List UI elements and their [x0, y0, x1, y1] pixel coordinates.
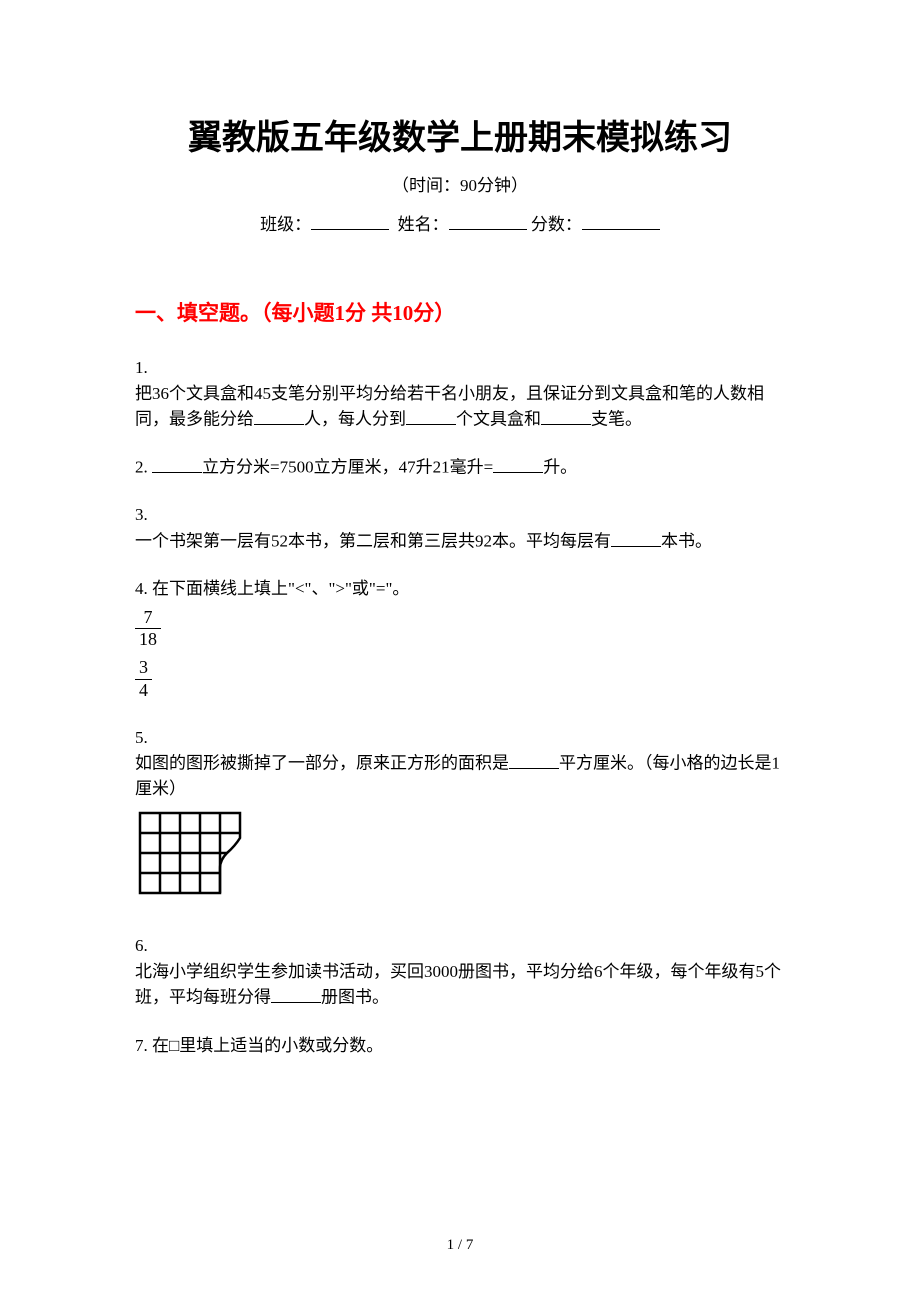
q5-grid-figure	[135, 808, 785, 912]
q7-text: 在□里填上适当的小数或分数。	[152, 1036, 383, 1055]
page-footer: 1 / 7	[0, 1237, 920, 1254]
q3-number: 3.	[135, 502, 785, 528]
q1-text-2: 人，每人分到	[304, 410, 406, 429]
q4-frac1-den: 18	[135, 629, 161, 650]
score-label: 分数：	[531, 215, 582, 234]
question-2: 2. 立方分米=7500立方厘米，47升21毫升= 升。	[135, 454, 785, 480]
q1-blank-3	[541, 406, 591, 425]
question-1: 1. 把36个文具盒和45支笔分别平均分给若干名小朋友，且保证分到文具盒和笔的人…	[135, 355, 785, 432]
q2-number: 2.	[135, 458, 148, 477]
q1-text-3: 个文具盒和	[456, 410, 541, 429]
q2-blank-2	[493, 454, 543, 473]
question-5: 5. 如图的图形被撕掉了一部分，原来正方形的面积是平方厘米。（每小格的边长是1厘…	[135, 725, 785, 912]
q5-text-1: 如图的图形被撕掉了一部分，原来正方形的面积是	[135, 754, 509, 773]
name-label: 姓名：	[398, 215, 449, 234]
q6-text-1: 北海小学组织学生参加读书活动，买回3000册图书，平均分给6个年级，每个年级有5…	[135, 962, 781, 1007]
q4-fraction-1: 7 18	[135, 608, 161, 651]
q1-blank-1	[254, 406, 304, 425]
q5-blank-1	[509, 750, 559, 769]
question-3: 3. 一个书架第一层有52本书，第二层和第三层共92本。平均每层有 本书。	[135, 502, 785, 554]
question-7: 7. 在□里填上适当的小数或分数。	[135, 1033, 785, 1059]
torn-square-grid-icon	[135, 808, 255, 904]
name-blank	[449, 211, 527, 230]
q5-number: 5.	[135, 725, 785, 751]
q4-frac1-num: 7	[135, 608, 161, 630]
q6-text-2: 册图书。	[321, 988, 389, 1007]
q3-blank-1	[611, 528, 661, 547]
q2-text-2: 升。	[543, 458, 577, 477]
q6-blank-1	[271, 984, 321, 1003]
q4-fraction-2: 3 4	[135, 658, 152, 701]
question-6: 6. 北海小学组织学生参加读书活动，买回3000册图书，平均分给6个年级，每个年…	[135, 933, 785, 1010]
score-blank	[582, 211, 660, 230]
duration-text: （时间：90分钟）	[135, 171, 785, 196]
q4-frac2-den: 4	[135, 680, 152, 701]
question-4: 4. 在下面横线上填上"<"、">"或"="。 7 18 3 4	[135, 576, 785, 703]
q1-number: 1.	[135, 355, 785, 381]
section-1-heading: 一、填空题。（每小题1分 共10分）	[135, 297, 785, 327]
q7-number: 7.	[135, 1036, 148, 1055]
q2-text-1: 立方分米=7500立方厘米，47升21毫升=	[202, 458, 493, 477]
class-label: 班级：	[260, 215, 311, 234]
info-fields: 班级： 姓名： 分数：	[135, 210, 785, 235]
q3-text-2: 本书。	[661, 532, 712, 551]
q2-blank-1	[152, 454, 202, 473]
class-blank	[311, 211, 389, 230]
page-title: 翼教版五年级数学上册期末模拟练习	[135, 110, 785, 159]
q4-number: 4.	[135, 579, 148, 598]
q4-frac2-num: 3	[135, 658, 152, 680]
q4-text: 在下面横线上填上"<"、">"或"="。	[152, 579, 409, 598]
q3-text-1: 一个书架第一层有52本书，第二层和第三层共92本。平均每层有	[135, 532, 611, 551]
q1-text-4: 支笔。	[591, 410, 642, 429]
q6-number: 6.	[135, 933, 785, 959]
q1-blank-2	[406, 406, 456, 425]
